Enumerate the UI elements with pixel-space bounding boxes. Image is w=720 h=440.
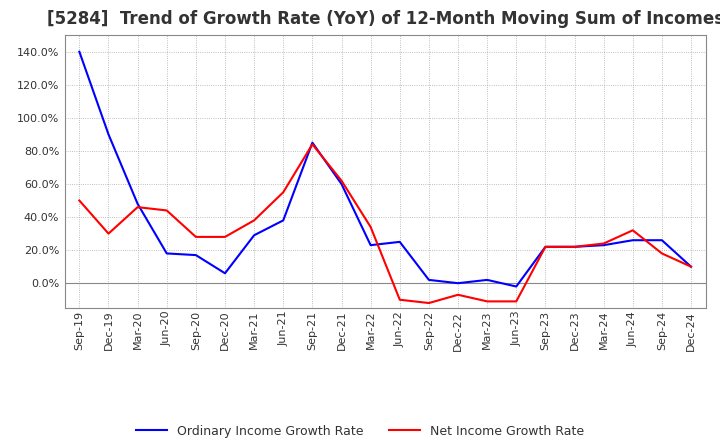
Ordinary Income Growth Rate bbox=[599, 242, 608, 248]
Ordinary Income Growth Rate bbox=[192, 253, 200, 258]
Line: Ordinary Income Growth Rate: Ordinary Income Growth Rate bbox=[79, 52, 691, 286]
Net Income Growth Rate bbox=[570, 244, 579, 249]
Ordinary Income Growth Rate bbox=[657, 238, 666, 243]
Net Income Growth Rate bbox=[541, 244, 550, 249]
Net Income Growth Rate bbox=[104, 231, 113, 236]
Ordinary Income Growth Rate bbox=[512, 284, 521, 289]
Ordinary Income Growth Rate bbox=[220, 271, 229, 276]
Ordinary Income Growth Rate bbox=[629, 238, 637, 243]
Net Income Growth Rate bbox=[163, 208, 171, 213]
Net Income Growth Rate bbox=[425, 301, 433, 306]
Ordinary Income Growth Rate bbox=[337, 181, 346, 187]
Ordinary Income Growth Rate bbox=[279, 218, 287, 223]
Ordinary Income Growth Rate bbox=[366, 242, 375, 248]
Ordinary Income Growth Rate bbox=[541, 244, 550, 249]
Ordinary Income Growth Rate bbox=[75, 49, 84, 55]
Ordinary Income Growth Rate bbox=[687, 264, 696, 269]
Net Income Growth Rate bbox=[308, 142, 317, 147]
Title: [5284]  Trend of Growth Rate (YoY) of 12-Month Moving Sum of Incomes: [5284] Trend of Growth Rate (YoY) of 12-… bbox=[47, 10, 720, 28]
Net Income Growth Rate bbox=[75, 198, 84, 203]
Net Income Growth Rate bbox=[483, 299, 492, 304]
Net Income Growth Rate bbox=[599, 241, 608, 246]
Line: Net Income Growth Rate: Net Income Growth Rate bbox=[79, 144, 691, 303]
Net Income Growth Rate bbox=[657, 251, 666, 256]
Ordinary Income Growth Rate bbox=[250, 233, 258, 238]
Net Income Growth Rate bbox=[512, 299, 521, 304]
Ordinary Income Growth Rate bbox=[133, 201, 142, 206]
Net Income Growth Rate bbox=[337, 178, 346, 183]
Net Income Growth Rate bbox=[133, 205, 142, 210]
Ordinary Income Growth Rate bbox=[425, 277, 433, 282]
Net Income Growth Rate bbox=[220, 234, 229, 239]
Ordinary Income Growth Rate bbox=[454, 281, 462, 286]
Net Income Growth Rate bbox=[250, 218, 258, 223]
Legend: Ordinary Income Growth Rate, Net Income Growth Rate: Ordinary Income Growth Rate, Net Income … bbox=[131, 420, 589, 440]
Net Income Growth Rate bbox=[366, 224, 375, 230]
Net Income Growth Rate bbox=[192, 234, 200, 239]
Ordinary Income Growth Rate bbox=[483, 277, 492, 282]
Ordinary Income Growth Rate bbox=[308, 140, 317, 145]
Net Income Growth Rate bbox=[454, 292, 462, 297]
Ordinary Income Growth Rate bbox=[163, 251, 171, 256]
Net Income Growth Rate bbox=[395, 297, 404, 302]
Ordinary Income Growth Rate bbox=[104, 132, 113, 137]
Net Income Growth Rate bbox=[279, 190, 287, 195]
Net Income Growth Rate bbox=[687, 264, 696, 269]
Ordinary Income Growth Rate bbox=[570, 244, 579, 249]
Net Income Growth Rate bbox=[629, 227, 637, 233]
Ordinary Income Growth Rate bbox=[395, 239, 404, 245]
